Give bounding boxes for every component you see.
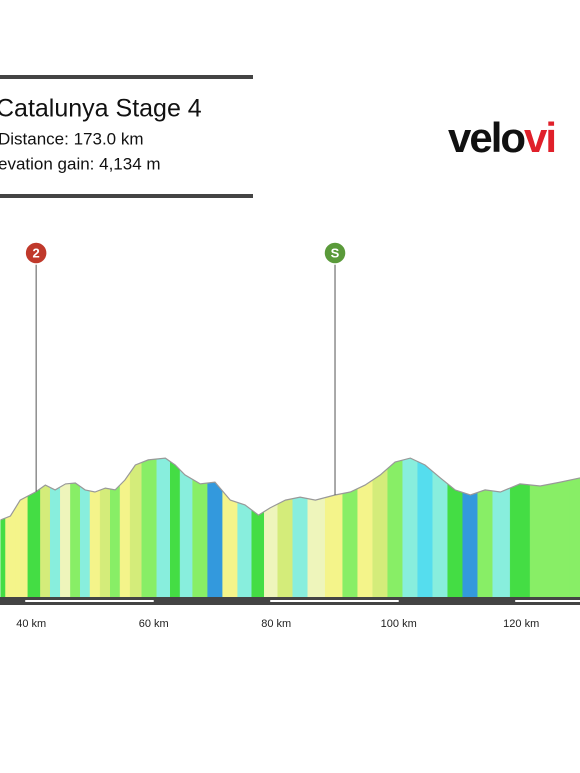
marker-label: S: [331, 245, 340, 260]
profile-strip: [417, 461, 433, 598]
profile-strip: [141, 458, 158, 598]
profile-strip: [342, 488, 358, 598]
profile-strip: [156, 457, 171, 598]
profile-strip: [5, 507, 16, 598]
marker-label: 2: [33, 245, 40, 260]
profile-strip: [129, 462, 143, 598]
profile-strip: [207, 481, 223, 598]
profile-strip: [402, 457, 418, 598]
profile-strip: [40, 484, 51, 598]
profile-strip: [387, 459, 403, 598]
km-band: [270, 600, 399, 602]
profile-strip: [492, 487, 511, 598]
distance: Distance: 173.0 km: [0, 129, 144, 148]
x-tick-label: 80 km: [261, 618, 291, 630]
profile-strip: [292, 496, 309, 598]
profile-strip: [99, 487, 111, 598]
profile-strip: [170, 461, 181, 598]
logo-part: velo: [448, 114, 525, 161]
profile-strip: [192, 478, 208, 598]
header-rule: [0, 75, 253, 79]
profile-strip: [60, 483, 71, 598]
profile-strip: [432, 470, 448, 598]
profile-strip: [109, 484, 121, 598]
profile-strip: [357, 479, 373, 598]
profile-strip: [550, 479, 571, 598]
profile-strip: [237, 502, 252, 598]
km-band: [515, 600, 580, 602]
profile-strip: [222, 490, 238, 598]
profile-strip: [529, 483, 551, 598]
logo-part: vi: [524, 114, 555, 161]
x-tick-label: 60 km: [139, 618, 169, 630]
profile-strip: [27, 488, 41, 598]
elevation-gain: evation gain: 4,134 m: [0, 154, 161, 173]
profile-strip: [324, 493, 343, 598]
profile-strip: [447, 483, 463, 598]
km-band: [25, 600, 154, 602]
profile-strip: [70, 482, 81, 598]
profile-outline: [0, 457, 580, 521]
x-tick-label: 40 km: [16, 618, 46, 630]
profile-strip: [179, 469, 193, 598]
logo: velovi: [448, 114, 555, 161]
profile-strip: [49, 486, 61, 598]
marker-badge: [323, 241, 347, 265]
marker-badge: [24, 241, 48, 265]
profile-strip: [264, 503, 279, 598]
profile-strip: [79, 485, 91, 598]
x-tick-label: 120 km: [503, 618, 539, 630]
x-tick-label: 100 km: [381, 618, 417, 630]
profile-strip: [372, 467, 388, 598]
profile-strip: [307, 497, 326, 598]
profile-strip: [15, 495, 29, 598]
header-rule: [0, 194, 253, 198]
profile-strip: [119, 471, 131, 598]
profile-strip: [277, 498, 294, 598]
profile-strip: [569, 477, 580, 598]
profile-strip: [89, 489, 101, 598]
title: Catalunya Stage 4: [0, 95, 202, 123]
profile-strip: [251, 509, 265, 598]
profile-strip: [477, 489, 493, 598]
profile-strip: [462, 492, 478, 598]
profile-strip: [509, 483, 531, 598]
profile-strip: [0, 517, 6, 598]
